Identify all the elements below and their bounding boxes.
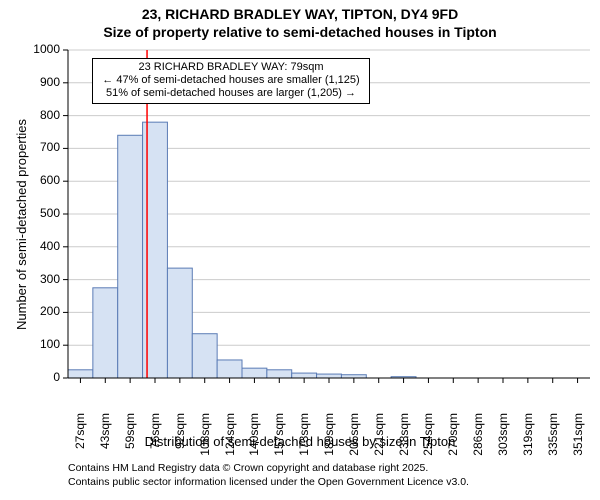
chart-container: 23, RICHARD BRADLEY WAY, TIPTON, DY4 9FD…	[0, 0, 600, 500]
y-tick-label: 200	[40, 304, 60, 318]
credits-line2: Contains public sector information licen…	[68, 476, 469, 488]
histogram-bar	[118, 135, 143, 378]
callout-box: 23 RICHARD BRADLEY WAY: 79sqm ← 47% of s…	[92, 58, 370, 104]
callout-line2: ← 47% of semi-detached houses are smalle…	[97, 74, 365, 87]
y-tick-label: 700	[40, 140, 60, 154]
y-tick-label: 1000	[33, 42, 60, 56]
callout-line1: 23 RICHARD BRADLEY WAY: 79sqm	[97, 61, 365, 74]
credits-line1: Contains HM Land Registry data © Crown c…	[68, 462, 428, 474]
histogram-bar	[217, 360, 242, 378]
histogram-bar	[68, 370, 93, 378]
y-tick-label: 900	[40, 75, 60, 89]
histogram-bar	[242, 368, 267, 378]
y-tick-label: 800	[40, 108, 60, 122]
histogram-bar	[167, 268, 192, 378]
y-tick-label: 600	[40, 173, 60, 187]
histogram-bar	[292, 373, 317, 378]
x-axis-label: Distribution of semi-detached houses by …	[0, 434, 600, 449]
histogram-bar	[192, 334, 217, 378]
callout-line3: 51% of semi-detached houses are larger (…	[97, 87, 365, 100]
y-tick-label: 300	[40, 272, 60, 286]
y-tick-label: 500	[40, 206, 60, 220]
y-tick-label: 100	[40, 337, 60, 351]
y-tick-label: 400	[40, 239, 60, 253]
histogram-bar	[267, 370, 292, 378]
histogram-bar	[93, 288, 118, 378]
y-tick-label: 0	[53, 370, 60, 384]
histogram-bar	[317, 374, 342, 378]
